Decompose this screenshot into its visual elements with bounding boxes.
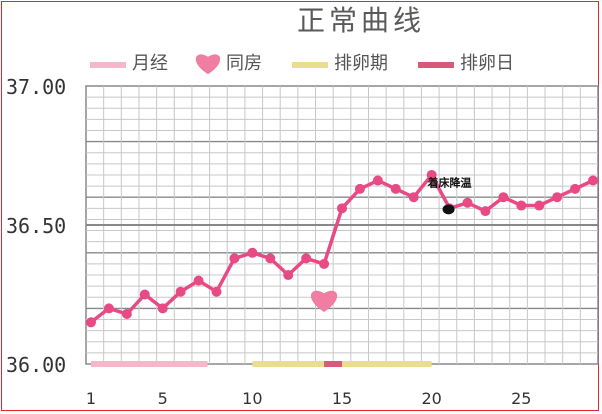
data-point (408, 192, 419, 203)
data-point (534, 200, 545, 211)
data-point (301, 253, 312, 264)
data-point (498, 192, 509, 203)
data-point (354, 183, 365, 194)
data-point (319, 258, 330, 269)
x-tick-label: 20 (421, 389, 441, 408)
data-point (193, 275, 204, 286)
legend-label: 月经 (132, 53, 168, 74)
data-point (103, 303, 114, 314)
data-point (390, 183, 401, 194)
legend-label: 排卵期 (334, 53, 388, 74)
data-point (157, 303, 168, 314)
y-tick-label: 36.50 (6, 214, 66, 238)
x-tick-label: 15 (332, 389, 352, 408)
period-bar-0 (91, 361, 208, 367)
data-point (337, 203, 347, 214)
data-point (229, 253, 240, 264)
x-tick-label: 1 (86, 389, 96, 408)
x-tick-label: 10 (242, 389, 262, 408)
data-point (121, 308, 132, 319)
markers-layer (310, 290, 338, 313)
data-point (175, 286, 186, 297)
x-axis-ticks: 1 5 10 15 20 25 (86, 389, 532, 408)
data-point (139, 289, 150, 300)
period-bars (91, 361, 432, 367)
intercourse-heart-icon (310, 290, 338, 313)
legend-swatch (418, 62, 454, 68)
data-point (265, 253, 276, 264)
x-tick-label: 25 (511, 389, 531, 408)
legend-heart-icon (195, 54, 221, 75)
legend-swatch (90, 62, 126, 68)
data-point (372, 175, 383, 186)
legend: 月经 同房 排卵期 排卵日 (90, 53, 514, 75)
legend-label: 排卵日 (460, 53, 514, 74)
data-point (552, 192, 563, 203)
data-point (516, 200, 527, 211)
annotation-dot (442, 204, 455, 215)
y-tick-label: 37.00 (6, 75, 66, 99)
data-point (247, 247, 258, 258)
data-point (462, 197, 473, 208)
period-bar-2 (324, 361, 342, 367)
data-point (426, 169, 437, 180)
annotations-layer: 着床降温 (427, 175, 472, 215)
data-point (86, 317, 96, 328)
y-axis-ticks: 37.00 36.50 36.00 (6, 75, 66, 377)
data-point (588, 175, 598, 186)
legend-label: 同房 (226, 53, 262, 74)
x-tick-label: 5 (158, 389, 168, 408)
grid (85, 85, 599, 365)
legend-swatch (292, 62, 328, 68)
y-tick-label: 36.00 (6, 353, 66, 377)
chart-title: 正常曲线 (297, 4, 425, 37)
annotation-label: 着床降温 (427, 175, 472, 189)
data-point (283, 270, 294, 281)
data-point (211, 286, 222, 297)
data-point (570, 183, 581, 194)
data-point (480, 206, 491, 217)
